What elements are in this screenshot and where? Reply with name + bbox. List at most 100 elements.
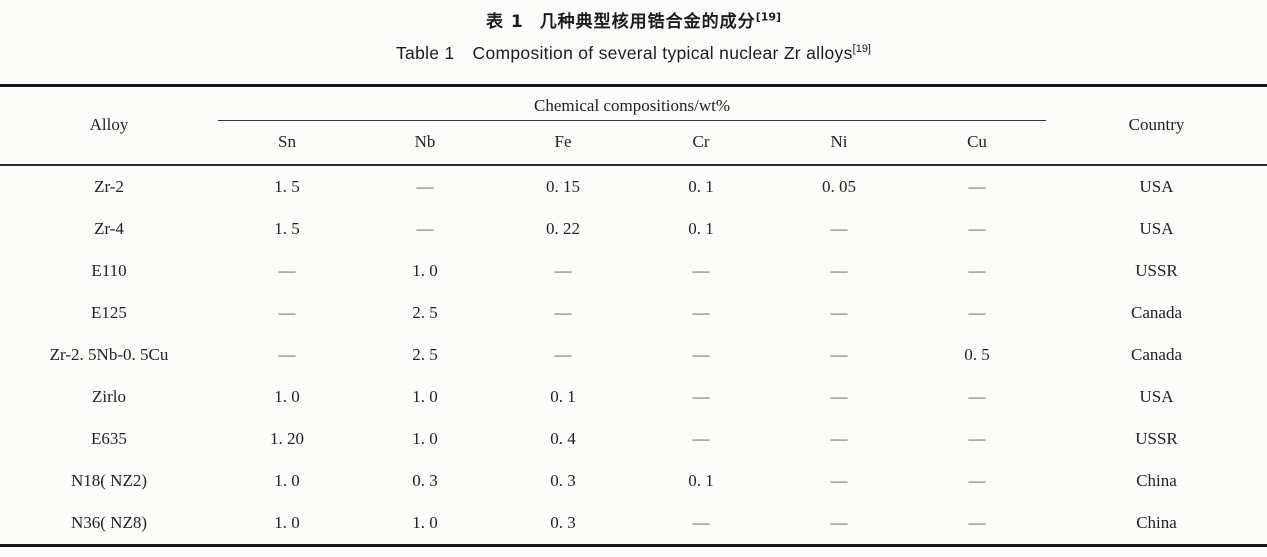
composition-value-cell: — bbox=[830, 428, 848, 448]
composition-value-cell: 1. 5 bbox=[274, 176, 300, 196]
alloy-cell: E125 bbox=[91, 302, 127, 322]
header-elements-row: Sn Nb Fe Cr Ni Cu bbox=[0, 121, 1267, 165]
composition-value-cell: 1. 0 bbox=[274, 386, 300, 406]
composition-value-cell: 1. 20 bbox=[270, 428, 304, 448]
table-caption-en: Table 1 Composition of several typical nu… bbox=[0, 43, 1267, 64]
country-cell: Canada bbox=[1131, 344, 1182, 364]
composition-value-cell: 0. 3 bbox=[412, 470, 438, 490]
composition-value-cell: — bbox=[692, 260, 710, 280]
composition-value-cell: 2. 5 bbox=[412, 302, 438, 322]
alloy-cell: Zirlo bbox=[92, 386, 126, 406]
column-group-chemical-compositions: Chemical compositions/wt% bbox=[218, 85, 1047, 121]
country-cell: USA bbox=[1139, 176, 1174, 196]
table-row: Zirlo 1. 0 1. 0 0. 1 — — — USA bbox=[0, 376, 1267, 418]
composition-value-cell: — bbox=[968, 470, 986, 490]
composition-value-cell: — bbox=[830, 260, 848, 280]
composition-value-cell: — bbox=[554, 302, 572, 322]
column-header-fe: Fe bbox=[554, 132, 572, 152]
column-header-sn: Sn bbox=[278, 132, 296, 152]
composition-value-cell: 1. 0 bbox=[412, 260, 438, 280]
composition-value-cell: — bbox=[830, 344, 848, 364]
composition-value-cell: 0. 5 bbox=[964, 344, 990, 364]
table-row: N36( NZ8) 1. 0 1. 0 0. 3 — — — China bbox=[0, 502, 1267, 546]
composition-value-cell: — bbox=[830, 512, 848, 532]
composition-value-cell: 0. 15 bbox=[546, 176, 580, 196]
country-cell: USA bbox=[1139, 386, 1174, 406]
alloy-cell: Zr-2. 5Nb-0. 5Cu bbox=[49, 344, 169, 364]
table-caption-zh: 表 1 几种典型核用锆合金的成分[19] bbox=[0, 7, 1267, 32]
composition-value-cell: — bbox=[692, 302, 710, 322]
header-group-row: Alloy Chemical compositions/wt% Country bbox=[0, 85, 1267, 134]
table-caption-zh-label: 表 1 bbox=[485, 12, 524, 32]
alloy-cell: N18( NZ2) bbox=[70, 470, 147, 490]
composition-value-cell: 1. 0 bbox=[274, 470, 300, 490]
composition-value-cell: 0. 22 bbox=[546, 218, 580, 238]
composition-value-cell: — bbox=[968, 386, 986, 406]
composition-value-cell: 0. 1 bbox=[550, 386, 576, 406]
composition-value-cell: — bbox=[692, 512, 710, 532]
composition-value-cell: — bbox=[278, 344, 296, 364]
country-cell: China bbox=[1136, 470, 1177, 490]
country-cell: USSR bbox=[1135, 260, 1178, 280]
composition-value-cell: — bbox=[692, 344, 710, 364]
table-body: Zr-2 1. 5 — 0. 15 0. 1 0. 05 — USA Zr-4 1. 5 — 0. 2… bbox=[0, 165, 1267, 546]
alloy-cell: E635 bbox=[91, 428, 127, 448]
reference-superscript: [19] bbox=[755, 10, 782, 24]
table-row: E110 — 1. 0 — — — — USSR bbox=[0, 250, 1267, 292]
table-caption-zh-text: 几种典型核用锆合金的成分 bbox=[539, 12, 756, 32]
composition-value-cell: 0. 1 bbox=[688, 218, 714, 238]
composition-value-cell: 0. 3 bbox=[550, 470, 576, 490]
country-cell: USSR bbox=[1135, 428, 1178, 448]
composition-value-cell: 0. 4 bbox=[550, 428, 576, 448]
alloy-cell: Zr-2 bbox=[94, 176, 124, 196]
composition-value-cell: 1. 5 bbox=[274, 218, 300, 238]
column-header-cr: Cr bbox=[692, 132, 710, 152]
composition-value-cell: — bbox=[692, 428, 710, 448]
composition-value-cell: — bbox=[830, 302, 848, 322]
composition-value-cell: 0. 3 bbox=[550, 512, 576, 532]
composition-value-cell: — bbox=[968, 302, 986, 322]
composition-value-cell: 1. 0 bbox=[412, 386, 438, 406]
composition-value-cell: 1. 0 bbox=[274, 512, 300, 532]
table-caption-en-text: Composition of several typical nuclear Z… bbox=[472, 43, 853, 63]
country-cell: Canada bbox=[1131, 302, 1182, 322]
reference-superscript: [19] bbox=[852, 43, 871, 56]
alloy-cell: N36( NZ8) bbox=[70, 512, 147, 532]
composition-value-cell: — bbox=[554, 344, 572, 364]
alloy-cell: E110 bbox=[91, 260, 127, 280]
composition-value-cell: — bbox=[968, 428, 986, 448]
composition-value-cell: — bbox=[278, 302, 296, 322]
alloy-cell: Zr-4 bbox=[94, 218, 124, 238]
composition-value-cell: — bbox=[968, 218, 986, 238]
composition-value-cell: — bbox=[968, 260, 986, 280]
composition-value-cell: — bbox=[968, 512, 986, 532]
table-row: N18( NZ2) 1. 0 0. 3 0. 3 0. 1 — — China bbox=[0, 460, 1267, 502]
composition-value-cell: 0. 05 bbox=[822, 176, 856, 196]
column-header-nb: Nb bbox=[414, 132, 436, 152]
composition-value-cell: — bbox=[830, 218, 848, 238]
composition-value-cell: — bbox=[968, 176, 986, 196]
composition-value-cell: — bbox=[692, 386, 710, 406]
composition-table: Alloy Chemical compositions/wt% Country … bbox=[0, 84, 1267, 547]
table-row: Zr-4 1. 5 — 0. 22 0. 1 — — USA bbox=[0, 208, 1267, 250]
column-header-country: Country bbox=[1128, 115, 1185, 135]
column-header-ni: Ni bbox=[830, 132, 848, 152]
table-row: Zr-2 1. 5 — 0. 15 0. 1 0. 05 — USA bbox=[0, 165, 1267, 208]
column-header-alloy: Alloy bbox=[89, 115, 129, 135]
country-cell: China bbox=[1136, 512, 1177, 532]
composition-value-cell: — bbox=[416, 218, 434, 238]
country-cell: USA bbox=[1139, 218, 1174, 238]
composition-value-cell: 1. 0 bbox=[412, 512, 438, 532]
table-header: Alloy Chemical compositions/wt% Country … bbox=[0, 85, 1267, 165]
composition-value-cell: 1. 0 bbox=[412, 428, 438, 448]
composition-value-cell: 0. 1 bbox=[688, 470, 714, 490]
composition-value-cell: — bbox=[830, 470, 848, 490]
composition-value-cell: — bbox=[278, 260, 296, 280]
table-row: E125 — 2. 5 — — — — Canada bbox=[0, 292, 1267, 334]
table-caption-en-label: Table 1 bbox=[396, 43, 455, 63]
table-row: E635 1. 20 1. 0 0. 4 — — — USSR bbox=[0, 418, 1267, 460]
composition-value-cell: — bbox=[554, 260, 572, 280]
column-header-cu: Cu bbox=[967, 132, 987, 152]
composition-value-cell: 0. 1 bbox=[688, 176, 714, 196]
